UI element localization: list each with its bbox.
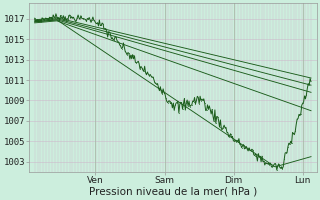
X-axis label: Pression niveau de la mer( hPa ): Pression niveau de la mer( hPa ): [89, 187, 257, 197]
